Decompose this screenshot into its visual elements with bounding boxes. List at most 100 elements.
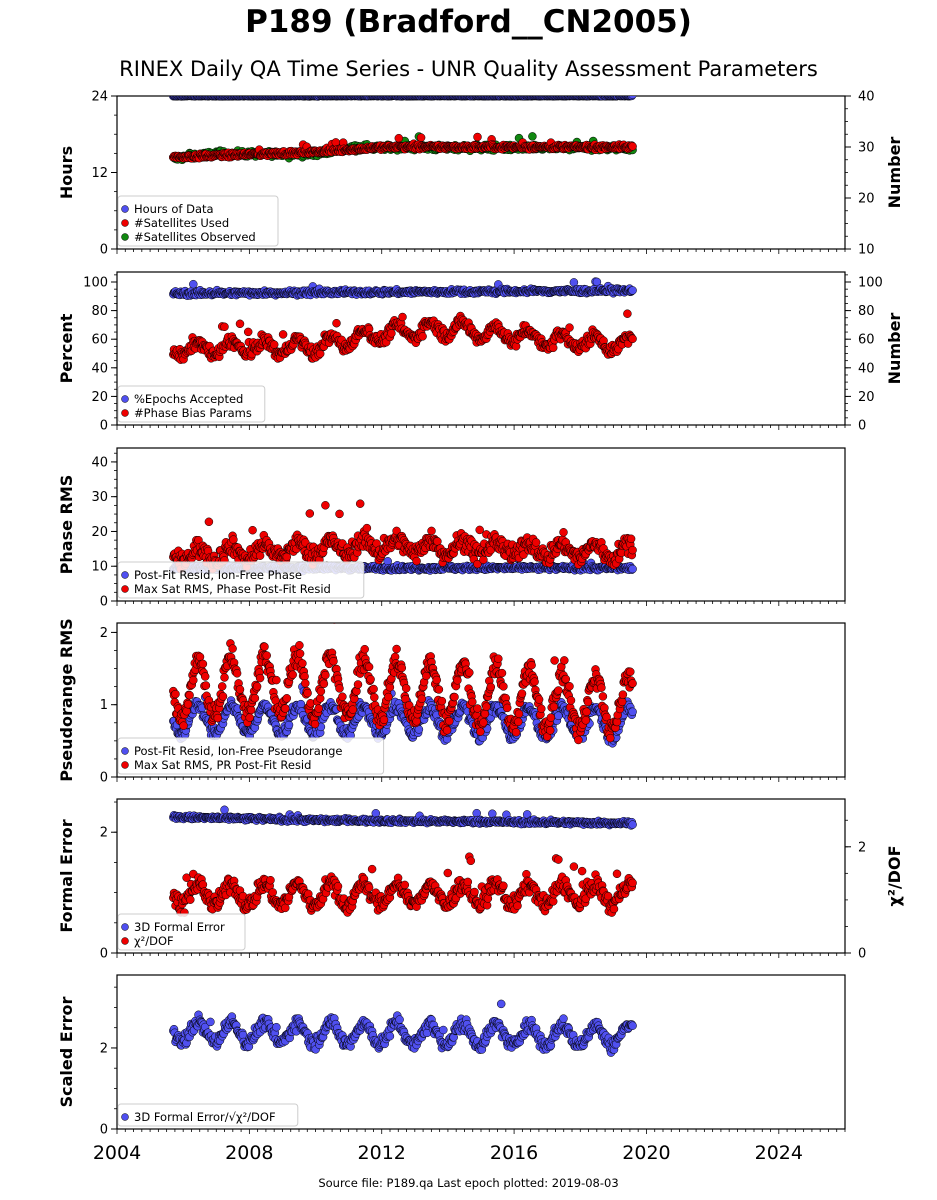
y-right-tick-label: 80: [858, 304, 875, 319]
series--satellites-used: [169, 132, 637, 163]
legend-label: Max Sat RMS, Phase Post-Fit Resid: [134, 582, 331, 596]
data-point: [628, 564, 637, 574]
y-axis-label: Hours: [57, 146, 76, 199]
legend-label: #Satellites Observed: [134, 230, 256, 244]
y-tick-label: 0: [100, 243, 108, 258]
y-tick-label: 1: [100, 698, 108, 713]
data-point: [332, 318, 341, 328]
y-axis-label: Percent: [57, 313, 76, 383]
y-tick-label: 40: [91, 455, 108, 470]
series-points: [169, 96, 637, 165]
y-tick-label: 0: [100, 771, 108, 786]
legend-marker: [121, 409, 129, 417]
data-point: [243, 327, 253, 337]
data-point: [628, 96, 637, 99]
data-point: [626, 534, 636, 544]
y-tick-label: 20: [91, 390, 108, 405]
y-tick-label: 12: [91, 166, 108, 181]
data-point: [387, 329, 396, 338]
data-point: [418, 332, 427, 341]
legend-box: [117, 561, 365, 599]
data-point: [412, 556, 421, 566]
data-point: [189, 279, 198, 289]
y-tick-label: 30: [91, 490, 108, 505]
data-point: [416, 133, 426, 142]
data-point: [628, 142, 637, 151]
data-point: [392, 526, 401, 536]
legend-label: %Epochs Accepted: [134, 392, 243, 406]
series--phase-bias-params: [169, 309, 637, 364]
y-right-tick-label: 20: [858, 192, 875, 207]
y-tick-label: 2: [100, 626, 108, 641]
legend-label: Hours of Data: [134, 202, 214, 216]
data-point: [628, 286, 637, 295]
data-point: [511, 342, 521, 351]
data-point: [559, 528, 568, 537]
y-tick-label: 60: [91, 333, 108, 348]
data-point: [235, 319, 245, 329]
y-tick-label: 100: [83, 276, 108, 291]
y-tick-label: 80: [91, 304, 108, 319]
data-point: [278, 330, 288, 339]
legend-label: Post-Fit Resid, Ion-Free Phase: [134, 568, 302, 582]
data-point: [473, 132, 482, 142]
series-points: [169, 623, 637, 748]
chart-subtitle: RINEX Daily QA Time Series - UNR Quality…: [119, 57, 818, 81]
data-point: [255, 551, 265, 560]
data-point: [565, 323, 574, 332]
y-right-tick-label: 100: [858, 276, 883, 291]
data-point: [427, 526, 436, 536]
data-point: [394, 133, 404, 143]
data-point: [531, 538, 541, 547]
legend: Hours of Data#Satellites Used#Satellites…: [117, 195, 279, 247]
data-point: [335, 509, 344, 519]
data-point: [362, 523, 372, 533]
y-tick-label: 24: [91, 90, 108, 105]
data-point: [623, 309, 632, 318]
y-tick-label: 0: [100, 419, 108, 434]
y-right-tick-label: 0: [858, 419, 866, 434]
y-right-tick-label: 40: [858, 90, 875, 105]
data-point: [269, 340, 279, 349]
y-axis-label: Phase RMS: [57, 475, 76, 575]
legend: %Epochs Accepted#Phase Bias Params: [117, 385, 266, 423]
y-right-tick-label: 10: [858, 243, 875, 258]
y-tick-label: 0: [100, 595, 108, 610]
y-right-tick-label: 60: [858, 333, 875, 348]
data-point: [355, 499, 365, 508]
data-point: [479, 555, 488, 565]
legend-label: #Phase Bias Params: [134, 406, 252, 420]
legend-box: [117, 195, 279, 247]
data-point: [305, 509, 315, 518]
legend-marker: [121, 585, 129, 593]
legend-marker: [121, 395, 129, 403]
legend-marker: [121, 205, 129, 213]
legend-label: #Satellites Used: [134, 216, 229, 230]
series-points: [169, 277, 637, 364]
data-point: [628, 334, 637, 344]
data-point: [398, 312, 407, 322]
data-point: [548, 343, 558, 353]
data-point: [592, 277, 602, 287]
data-point: [475, 525, 484, 535]
data-point: [204, 517, 214, 527]
series--epochs-accepted: [169, 277, 637, 300]
y-tick-label: 40: [91, 361, 108, 376]
data-point: [528, 132, 537, 141]
data-point: [229, 535, 238, 544]
y-axis-label: Pseudorange RMS: [57, 618, 76, 781]
data-point: [628, 545, 637, 555]
legend-marker: [121, 233, 129, 241]
y-right-axis-label: Number: [885, 137, 904, 209]
data-point: [220, 322, 229, 332]
y-tick-label: 10: [91, 560, 108, 575]
legend-box: [117, 385, 266, 423]
data-point: [321, 501, 330, 510]
y-right-tick-label: 30: [858, 141, 875, 156]
y-right-tick-label: 40: [858, 361, 875, 376]
